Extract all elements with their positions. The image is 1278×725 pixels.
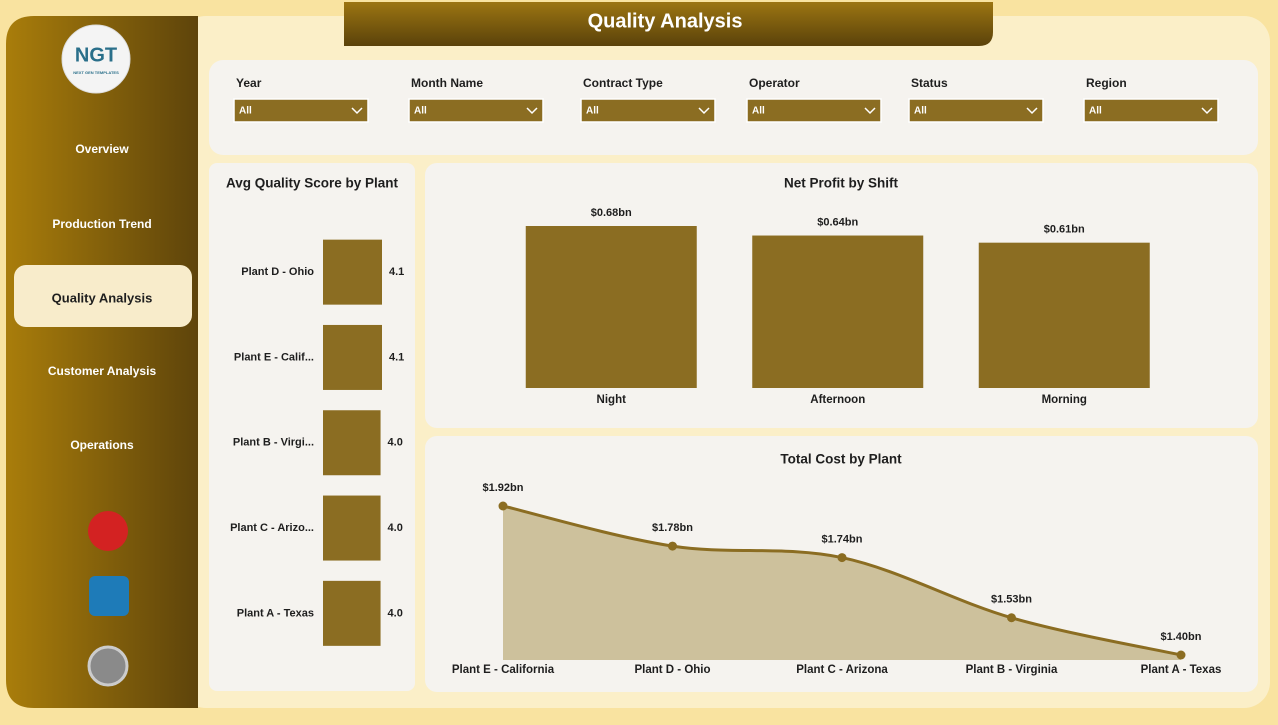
chevron: [351, 107, 363, 115]
point: [837, 553, 847, 563]
category-label: Plant B - Virgi...: [233, 437, 314, 449]
category-label: Plant C - Arizona: [796, 664, 888, 676]
value-label: 4.0: [388, 437, 403, 449]
linkedin-icon[interactable]: [89, 576, 129, 616]
value-label: 4.1: [389, 266, 404, 278]
category-label: Plant E - California: [452, 664, 555, 676]
logo: [61, 24, 131, 94]
nav-item[interactable]: Customer Analysis: [48, 364, 157, 378]
value-label: $1.92bn: [483, 482, 524, 494]
value-label: $0.68bn: [591, 207, 632, 219]
header-bar: [344, 2, 993, 46]
value-label: 4.0: [388, 607, 403, 619]
nav-item[interactable]: Overview: [75, 142, 129, 156]
filter-label: Contract Type: [583, 76, 663, 90]
category-label: Plant D - Ohio: [241, 266, 314, 278]
category-label: Morning: [1042, 394, 1087, 406]
bar: [323, 239, 382, 305]
chart-title: Total Cost by Plant: [780, 452, 902, 467]
filter-label: Month Name: [411, 76, 483, 90]
nav-item[interactable]: Production Trend: [52, 217, 151, 231]
bar: [525, 226, 697, 388]
bar: [323, 410, 381, 476]
bar: [978, 242, 1150, 388]
filter-label: Operator: [749, 76, 800, 90]
category-label: Plant E - Calif...: [234, 351, 314, 363]
category-label: Night: [597, 394, 627, 406]
value-label: 4.1: [389, 351, 404, 363]
dropdown[interactable]: [908, 98, 1044, 123]
chart-title: Avg Quality Score by Plant: [226, 176, 399, 191]
chart-title: Net Profit by Shift: [784, 176, 899, 191]
chevron: [1201, 107, 1213, 115]
dropdown-value: All: [414, 106, 427, 117]
point: [498, 501, 508, 511]
category-label: Afternoon: [810, 394, 865, 406]
dropdown[interactable]: [408, 98, 544, 123]
point: [668, 541, 677, 551]
youtube-icon[interactable]: [88, 511, 128, 551]
chevron: [864, 107, 876, 115]
dropdown[interactable]: [746, 98, 882, 123]
dropdown-value: All: [586, 106, 599, 117]
value-label: $1.53bn: [991, 594, 1032, 606]
dropdown[interactable]: [233, 98, 369, 123]
category-label: Plant D - Ohio: [634, 664, 710, 676]
nav-item[interactable]: Quality Analysis: [52, 290, 153, 305]
dropdown-value: All: [914, 106, 927, 117]
filter-card: [209, 60, 1258, 155]
logo-tagline: NEXT GEN TEMPLATES: [73, 70, 119, 75]
point: [1176, 650, 1186, 660]
category-label: Plant B - Virginia: [966, 664, 1058, 676]
dropdown-value: All: [1089, 106, 1102, 117]
filter-label: Year: [236, 76, 262, 90]
value-label: $0.61bn: [1044, 224, 1085, 236]
nav-item[interactable]: Operations: [70, 438, 134, 452]
bar: [323, 495, 381, 561]
nav-active-bg: [14, 265, 192, 327]
dropdown-value: All: [752, 106, 765, 117]
bar: [323, 324, 382, 390]
sidebar: [6, 16, 198, 708]
logo-text: NGT: [75, 44, 117, 66]
point: [1007, 613, 1016, 623]
value-label: $1.78bn: [652, 522, 693, 534]
category-label: Plant C - Arizo...: [230, 522, 314, 534]
bar: [323, 580, 381, 646]
value-label: $1.40bn: [1161, 631, 1202, 643]
dropdown[interactable]: [1083, 98, 1219, 123]
category-label: Plant A - Texas: [237, 607, 314, 619]
filter-label: Status: [911, 76, 948, 90]
page-title: Quality Analysis: [588, 10, 743, 32]
category-label: Plant A - Texas: [1141, 664, 1222, 676]
value-label: $0.64bn: [817, 216, 858, 228]
value-label: 4.0: [388, 522, 403, 534]
chevron: [698, 107, 710, 115]
chevron: [526, 107, 538, 115]
dropdown[interactable]: [580, 98, 716, 123]
chevron: [1026, 107, 1038, 115]
dropdown-value: All: [239, 106, 252, 117]
website-icon[interactable]: [87, 645, 129, 687]
bar: [752, 235, 924, 388]
content: Overview Production Trend Quality Analysis…: [14, 76, 1221, 676]
value-label: $1.74bn: [822, 533, 863, 545]
filter-label: Region: [1086, 76, 1127, 90]
